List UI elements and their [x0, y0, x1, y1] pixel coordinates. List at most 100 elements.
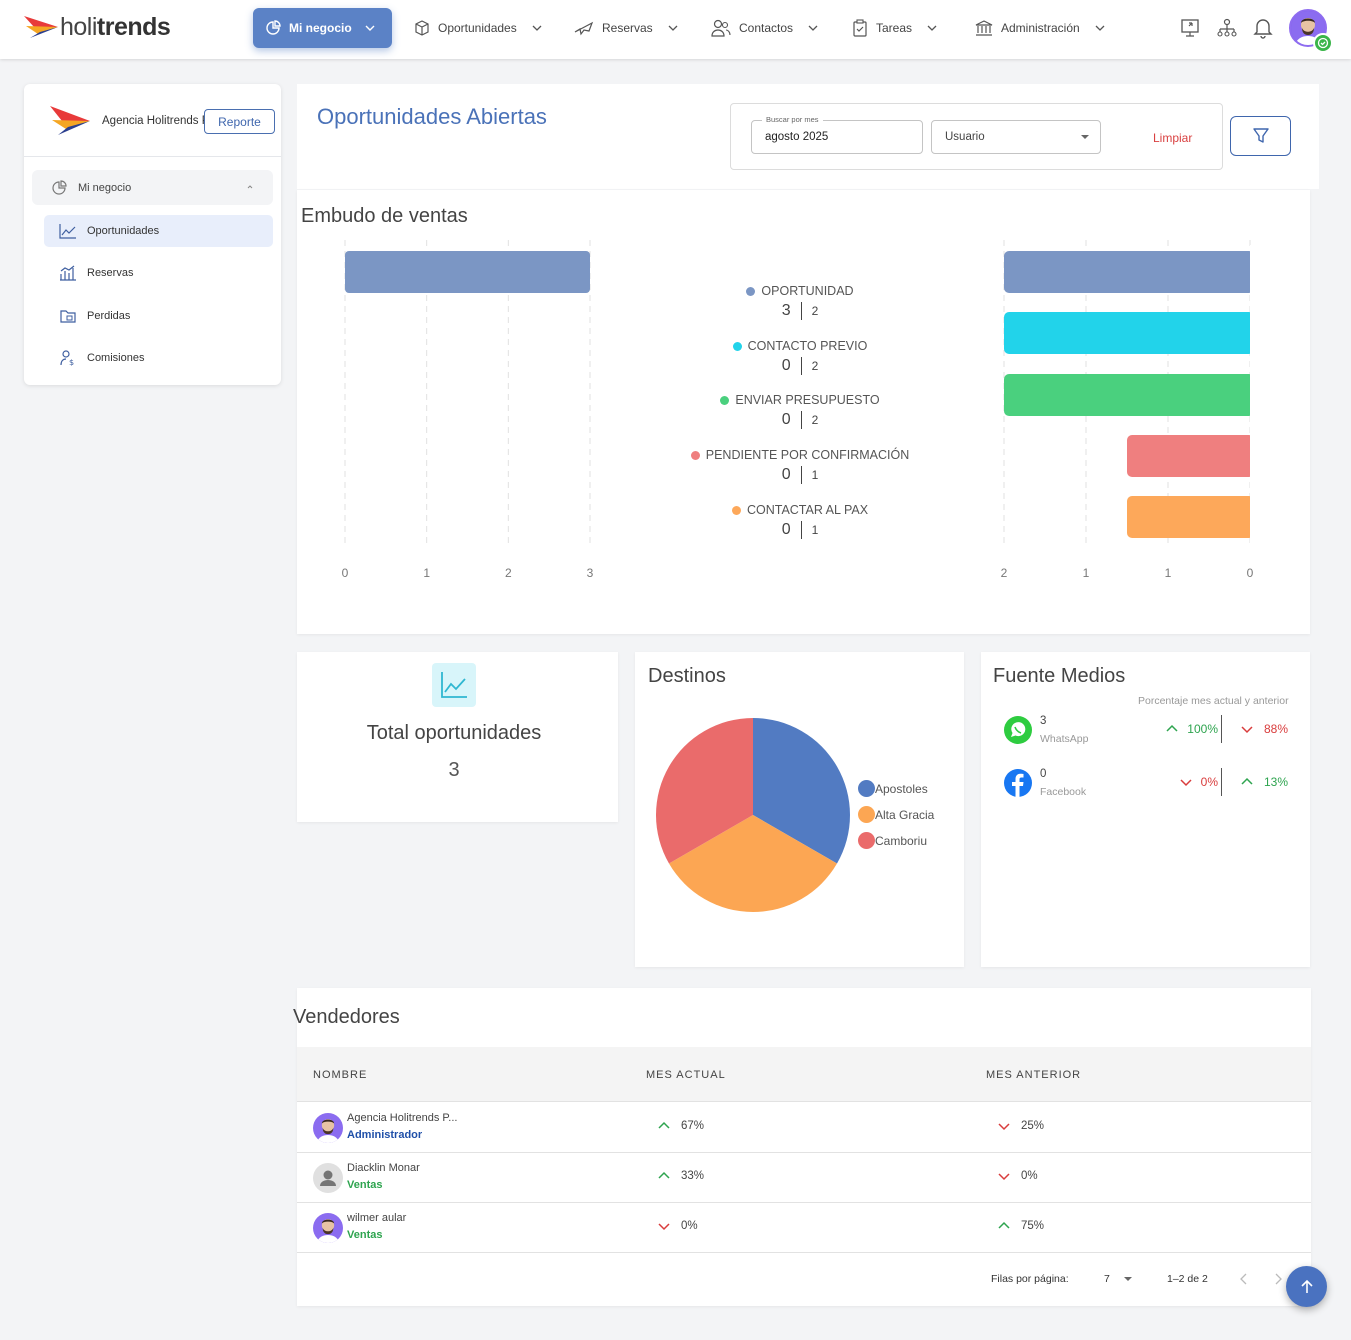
funnel-stage-previous: 1: [811, 468, 819, 482]
column-header-mes-actual[interactable]: MES ACTUAL: [646, 1069, 726, 1081]
sidebar-item-comisiones[interactable]: $ Comisiones: [44, 342, 273, 374]
vendedores-title: Vendedores: [293, 1006, 400, 1028]
bell-icon[interactable]: [1252, 17, 1274, 39]
funnel-stage-label: CONTACTAR AL PAX: [640, 503, 960, 517]
funnel-stage-current: 0: [782, 521, 802, 539]
facebook-icon: [1004, 769, 1032, 797]
sidebar-item-perdidas[interactable]: Perdidas: [44, 300, 273, 332]
seller-previous-value: 75%: [1021, 1220, 1045, 1232]
table-header: [297, 1047, 1311, 1102]
arrow-down-icon: [998, 1173, 1010, 1181]
default-avatar-icon: [313, 1163, 343, 1193]
caret-down-icon: [1081, 135, 1089, 139]
pie-slice[interactable]: [656, 718, 753, 864]
prev-page-icon[interactable]: [1238, 1272, 1250, 1286]
right-axis-tick: 1: [1083, 566, 1090, 580]
table-row[interactable]: Diacklin Monar Ventas 33% 0%: [297, 1153, 1311, 1203]
nav-administracion[interactable]: Administración: [963, 8, 1118, 48]
nav-reservas[interactable]: Reservas: [562, 8, 691, 48]
month-field[interactable]: Buscar por mes agosto 2025: [751, 115, 923, 154]
clear-filters-button[interactable]: Limpiar: [1153, 131, 1193, 145]
funnel-stage-previous: 1: [811, 523, 819, 537]
filter-panel: Buscar por mes agosto 2025 Usuario Limpi…: [730, 103, 1223, 170]
nav-label: Mi negocio: [289, 21, 352, 35]
funnel-stage-name: ENVIAR PRESUPUESTO: [735, 393, 880, 407]
whatsapp-icon: [1004, 716, 1032, 744]
pie-slice[interactable]: [753, 718, 850, 864]
agency-logo-icon: [50, 106, 90, 135]
brand-name-bold: trends: [96, 12, 171, 41]
folder-icon: [60, 310, 76, 323]
avatar: [313, 1163, 343, 1193]
bank-icon: [975, 20, 993, 36]
source-name: Facebook: [1040, 786, 1087, 798]
network-icon[interactable]: [1216, 17, 1238, 39]
seller-name: Diacklin Monar: [347, 1162, 420, 1174]
cube-icon: [415, 20, 429, 36]
chevron-down-icon: [668, 25, 678, 31]
seller-previous-pct: 0%: [997, 1170, 1038, 1182]
funnel-stage-previous: 2: [811, 359, 819, 373]
user-select-placeholder: Usuario: [945, 131, 985, 143]
nav-oportunidades[interactable]: Oportunidades: [402, 8, 555, 48]
scroll-to-top-button[interactable]: [1286, 1266, 1327, 1307]
sidebar-item-label: Reservas: [87, 267, 134, 279]
check-circle-icon: [1317, 37, 1329, 49]
screen-share-icon[interactable]: [1180, 17, 1202, 39]
column-header-mes-anterior[interactable]: MES ANTERIOR: [986, 1069, 1082, 1081]
legend-dot-icon: [746, 286, 756, 296]
legend-dot-icon: [858, 806, 875, 823]
user-select[interactable]: Usuario: [931, 120, 1101, 154]
seller-current-value: 33%: [681, 1170, 705, 1182]
nav-mi-negocio[interactable]: Mi negocio: [253, 8, 392, 48]
online-status-badge: [1313, 33, 1333, 53]
user-photo-icon: [313, 1213, 343, 1243]
seller-previous-pct: 25%: [997, 1120, 1044, 1132]
month-field-label: Buscar por mes: [762, 115, 823, 124]
brand-name-light: holi: [60, 12, 97, 41]
sidebar-group-label: Mi negocio: [78, 181, 132, 194]
funnel-stage-label: CONTACTO PREVIO: [640, 339, 960, 353]
funnel-stage-previous: 2: [811, 413, 819, 427]
source-current-pct: 100%: [1156, 722, 1218, 736]
pie-slice[interactable]: [668, 815, 838, 912]
filter-button[interactable]: [1230, 116, 1291, 156]
trend-chart-icon: [441, 672, 467, 698]
column-header-nombre[interactable]: NOMBRE: [313, 1069, 368, 1081]
rows-per-page-select[interactable]: 7: [1104, 1273, 1133, 1285]
arrow-up-icon: [1300, 1279, 1313, 1293]
report-button[interactable]: Reporte: [204, 109, 275, 134]
caret-down-icon: [1123, 1277, 1132, 1281]
pie-legend-label: Apostoles: [875, 781, 928, 796]
brand-logo-icon: [24, 16, 58, 38]
next-page-icon[interactable]: [1272, 1272, 1284, 1286]
total-value: 3: [448, 759, 460, 781]
user-photo-icon: [313, 1113, 343, 1143]
nav-label: Oportunidades: [438, 21, 517, 35]
right-axis-tick: 2: [1001, 566, 1008, 580]
nav-tareas[interactable]: Tareas: [840, 8, 950, 48]
month-value: agosto 2025: [765, 131, 829, 143]
funnel-previous-bar: [1004, 251, 1254, 293]
total-opportunities-card: Total oportunidades 3: [297, 652, 618, 822]
table-row[interactable]: wilmer aular Ventas 0% 75%: [297, 1203, 1311, 1253]
seller-current-value: 0%: [681, 1220, 698, 1232]
pie-chart-icon: [52, 179, 67, 195]
arrow-up-icon: [1241, 777, 1253, 785]
sidebar-item-oportunidades[interactable]: Oportunidades: [44, 215, 273, 247]
right-bar-edge-mask: [1250, 245, 1258, 545]
funnel-previous-bar: [1004, 312, 1254, 354]
sidebar-group-mi-negocio[interactable]: Mi negocio: [32, 170, 273, 205]
seller-name: wilmer aular: [347, 1212, 407, 1224]
brand-logo[interactable]: holitrends: [24, 12, 171, 42]
funnel-stage-current: 3: [782, 302, 802, 320]
chevron-down-icon: [532, 25, 542, 31]
sidebar-item-reservas[interactable]: Reservas: [44, 257, 273, 289]
seller-role: Ventas: [347, 1229, 383, 1241]
nav-contactos[interactable]: Contactos: [699, 8, 831, 48]
pie-legend-label: Alta Gracia: [875, 807, 935, 822]
table-row[interactable]: Agencia Holitrends P... Administrador 67% 2…: [297, 1103, 1311, 1153]
